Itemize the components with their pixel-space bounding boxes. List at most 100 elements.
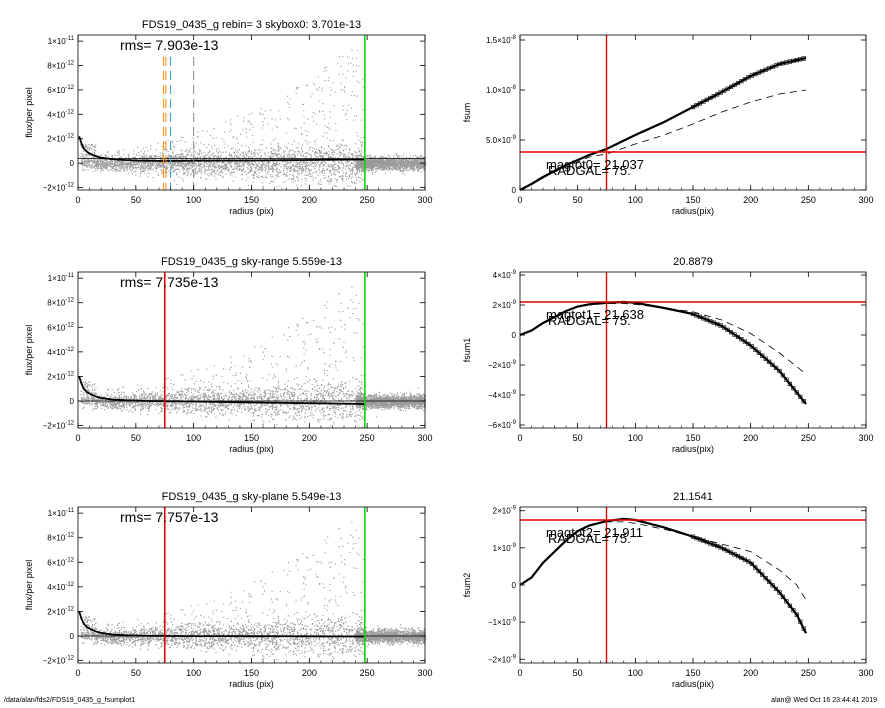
data-point bbox=[198, 154, 200, 156]
data-point bbox=[211, 154, 213, 156]
data-point bbox=[323, 164, 325, 166]
data-point bbox=[171, 165, 173, 167]
data-point bbox=[272, 181, 274, 183]
data-point bbox=[118, 170, 120, 172]
data-point bbox=[203, 167, 205, 169]
data-point bbox=[84, 165, 86, 167]
data-point bbox=[212, 152, 214, 154]
data-point bbox=[371, 160, 373, 162]
data-point bbox=[276, 156, 278, 158]
data-point bbox=[395, 169, 397, 171]
data-point bbox=[322, 169, 324, 171]
data-point bbox=[314, 152, 316, 154]
data-point bbox=[94, 153, 96, 155]
data-point bbox=[147, 169, 149, 171]
data-point bbox=[362, 160, 364, 162]
data-point bbox=[332, 165, 334, 167]
data-point bbox=[310, 160, 312, 162]
data-point bbox=[242, 167, 244, 169]
data-point bbox=[338, 56, 340, 58]
data-point bbox=[274, 119, 276, 121]
data-point bbox=[248, 163, 250, 165]
data-point bbox=[161, 170, 163, 172]
data-point bbox=[194, 171, 196, 173]
data-point bbox=[188, 165, 190, 167]
data-point bbox=[299, 163, 301, 165]
data-point bbox=[421, 165, 423, 167]
data-point bbox=[297, 176, 299, 178]
data-point bbox=[370, 157, 372, 159]
data-point bbox=[309, 172, 311, 174]
data-point bbox=[164, 161, 166, 163]
data-point bbox=[141, 163, 143, 165]
data-point bbox=[180, 149, 182, 151]
data-point bbox=[411, 163, 413, 165]
data-point bbox=[363, 160, 365, 162]
data-point bbox=[349, 185, 351, 187]
data-point bbox=[405, 163, 407, 165]
data-point bbox=[317, 152, 319, 154]
data-point bbox=[125, 164, 127, 166]
data-point bbox=[237, 149, 239, 151]
data-point bbox=[123, 160, 125, 162]
data-point bbox=[359, 167, 361, 169]
data-point bbox=[298, 166, 300, 168]
data-point bbox=[324, 118, 326, 120]
data-point bbox=[315, 143, 317, 145]
data-point bbox=[160, 166, 162, 168]
data-point bbox=[111, 156, 113, 158]
data-point bbox=[397, 163, 399, 165]
data-point bbox=[357, 50, 359, 52]
data-point bbox=[397, 161, 399, 163]
data-point bbox=[340, 175, 342, 177]
data-point bbox=[284, 163, 286, 165]
data-point bbox=[149, 156, 151, 158]
data-point bbox=[306, 160, 308, 162]
data-point bbox=[361, 171, 363, 173]
data-point bbox=[305, 162, 307, 164]
data-point bbox=[393, 155, 395, 157]
data-point bbox=[120, 156, 122, 158]
data-point bbox=[361, 168, 363, 170]
data-point bbox=[315, 172, 317, 174]
data-point bbox=[208, 143, 210, 145]
data-point bbox=[194, 158, 196, 160]
data-point bbox=[351, 49, 353, 51]
data-point bbox=[333, 173, 335, 175]
data-point bbox=[200, 176, 202, 178]
data-point bbox=[316, 160, 318, 162]
data-point bbox=[296, 166, 298, 168]
data-point bbox=[111, 165, 113, 167]
data-point bbox=[82, 153, 84, 155]
data-point bbox=[144, 168, 146, 170]
data-point bbox=[161, 164, 163, 166]
data-point bbox=[405, 166, 407, 168]
data-point bbox=[102, 165, 104, 167]
data-point bbox=[234, 162, 236, 164]
data-point bbox=[130, 169, 132, 171]
data-point bbox=[84, 161, 86, 163]
data-point bbox=[286, 146, 288, 148]
data-point bbox=[332, 140, 334, 142]
data-point bbox=[362, 109, 364, 111]
data-point bbox=[407, 169, 409, 171]
data-point bbox=[341, 179, 343, 181]
data-point bbox=[358, 150, 360, 152]
data-point bbox=[301, 132, 303, 134]
data-point bbox=[383, 163, 385, 165]
data-point bbox=[283, 156, 285, 158]
data-point bbox=[210, 163, 212, 165]
data-point bbox=[103, 170, 105, 172]
data-point bbox=[416, 163, 418, 165]
data-point bbox=[194, 152, 196, 154]
data-point bbox=[210, 166, 212, 168]
data-point bbox=[415, 163, 417, 165]
data-point bbox=[315, 139, 317, 141]
data-point bbox=[271, 176, 273, 178]
data-point bbox=[374, 165, 376, 167]
data-point bbox=[361, 162, 363, 164]
data-point bbox=[94, 161, 96, 163]
data-point bbox=[162, 165, 164, 167]
data-point bbox=[84, 157, 86, 159]
data-point bbox=[229, 152, 231, 154]
